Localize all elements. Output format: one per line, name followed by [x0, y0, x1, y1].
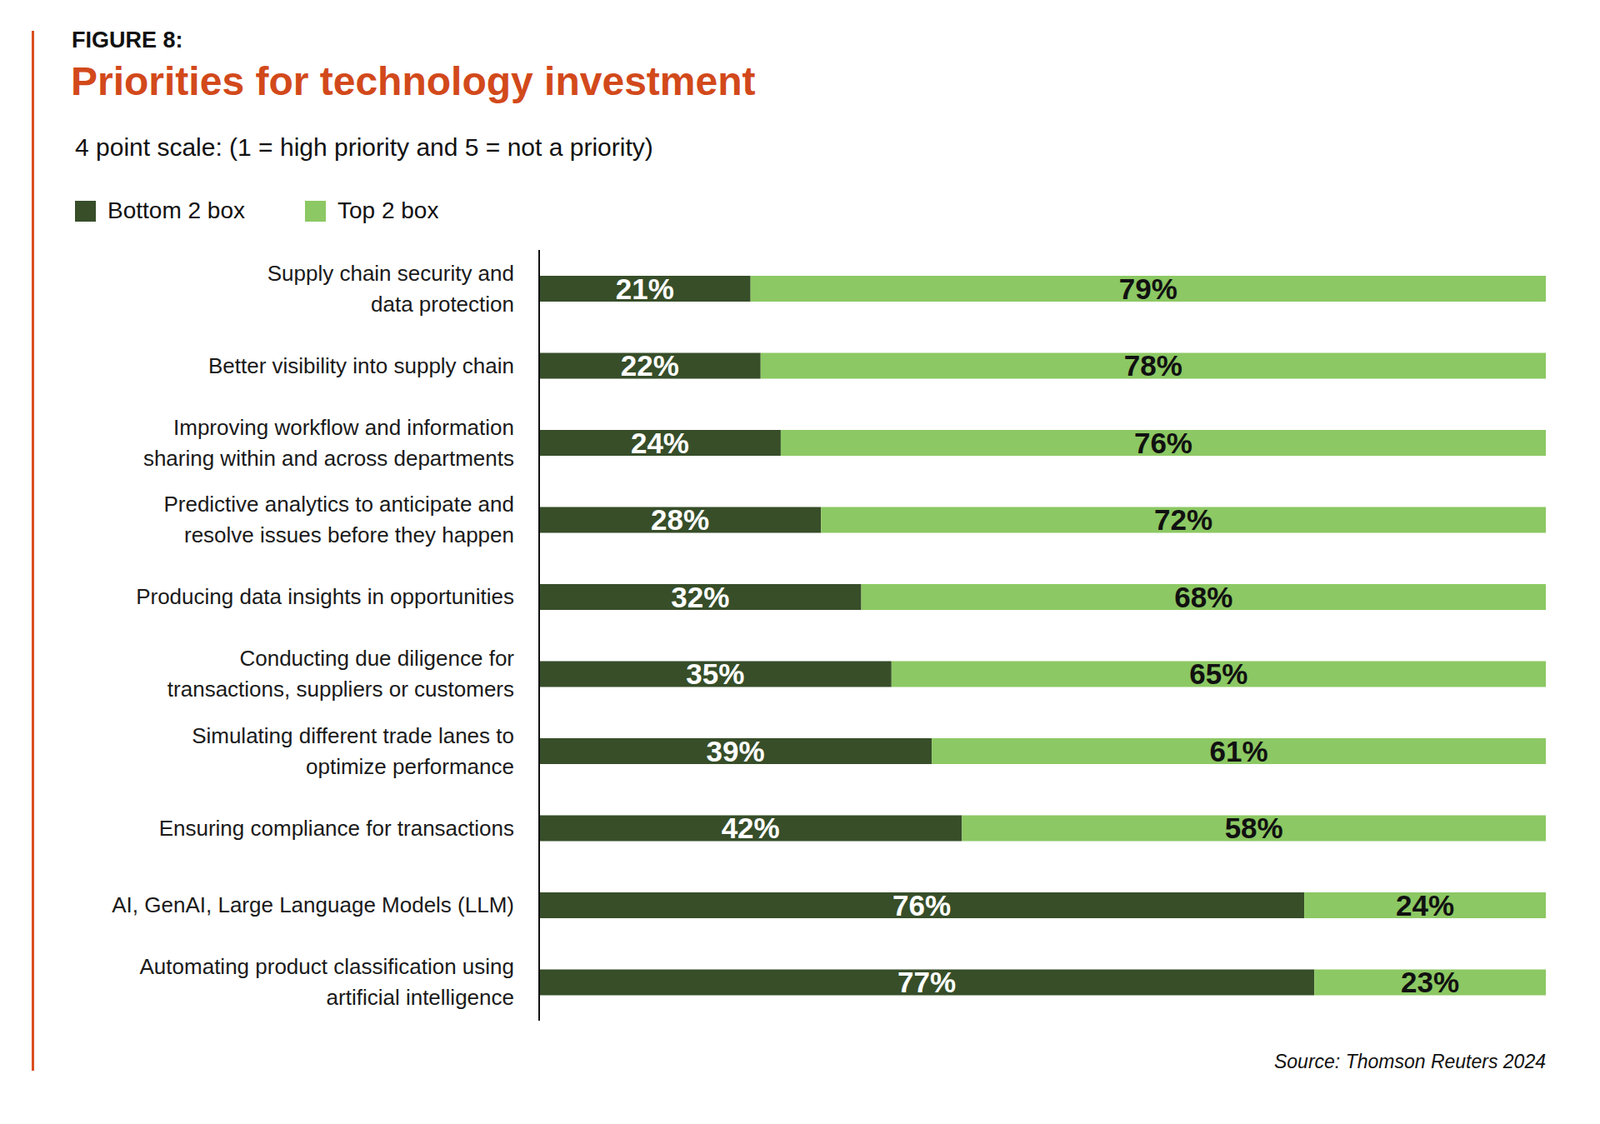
html-text:Bottom 2 box: Bottom 2 box — [107, 197, 245, 224]
svg-text:AI, GenAI, Large Language Mode: AI, GenAI, Large Language Models (LLM) — [111, 892, 515, 918]
html-text:Top 2 box: Top 2 box — [337, 197, 439, 224]
svg-text:58%: 58% — [1225, 811, 1284, 845]
svg-text:24%: 24% — [630, 426, 690, 460]
svg-text:Producing data insights in opp: Producing data insights in opportunities — [135, 584, 515, 610]
html-text:FIGURE 8:: FIGURE 8: — [71, 27, 183, 53]
svg-text:23%: 23% — [1400, 965, 1460, 999]
svg-text:79%: 79% — [1119, 272, 1178, 305]
svg-text:76%: 76% — [892, 889, 951, 922]
svg-text:32%: 32% — [670, 580, 730, 614]
svg-text:42%: 42% — [721, 811, 780, 845]
svg-text:72%: 72% — [1154, 503, 1213, 536]
html-text:Priorities for technology inve: Priorities for technology investment — [70, 59, 756, 104]
svg-text:Improving workflow and informa: Improving workflow and informationsharin… — [143, 415, 515, 471]
svg-text:39%: 39% — [706, 735, 765, 768]
svg-text:76%: 76% — [1134, 426, 1193, 460]
svg-text:35%: 35% — [685, 657, 745, 690]
svg-text:Supply chain security anddata: Supply chain security anddata protection — [267, 260, 515, 317]
svg-text:Automating product classificat: Automating product classification usinga… — [140, 954, 515, 1010]
svg-text:61%: 61% — [1210, 735, 1269, 768]
svg-text:Better visibility into supply: Better visibility into supply chain — [208, 353, 515, 379]
html-text:Source: Thomson Reuters 2024: Source: Thomson Reuters 2024 — [1274, 1050, 1546, 1073]
svg-text:Simulating different trade lan: Simulating different trade lanes tooptim… — [191, 723, 515, 780]
svg-text:77%: 77% — [897, 965, 956, 999]
svg-text:22%: 22% — [620, 349, 680, 382]
svg-text:Conducting due diligence fortr: Conducting due diligence fortransactions… — [167, 645, 515, 702]
svg-text:Predictive analytics to antici: Predictive analytics to anticipate andre… — [163, 491, 515, 548]
svg-text:Ensuring compliance for transa: Ensuring compliance for transactions — [159, 815, 515, 841]
svg-text:78%: 78% — [1124, 349, 1183, 382]
svg-text:28%: 28% — [650, 503, 710, 536]
svg-text:24%: 24% — [1395, 889, 1455, 922]
svg-text:65%: 65% — [1189, 657, 1248, 690]
html-text:4 point scale: (1 = high prior: 4 point scale: (1 = high priority and 5 … — [75, 133, 654, 161]
svg-text:68%: 68% — [1174, 580, 1233, 614]
svg-text:21%: 21% — [615, 272, 675, 305]
